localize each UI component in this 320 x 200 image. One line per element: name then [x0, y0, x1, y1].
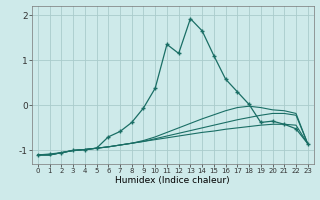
X-axis label: Humidex (Indice chaleur): Humidex (Indice chaleur): [116, 176, 230, 185]
